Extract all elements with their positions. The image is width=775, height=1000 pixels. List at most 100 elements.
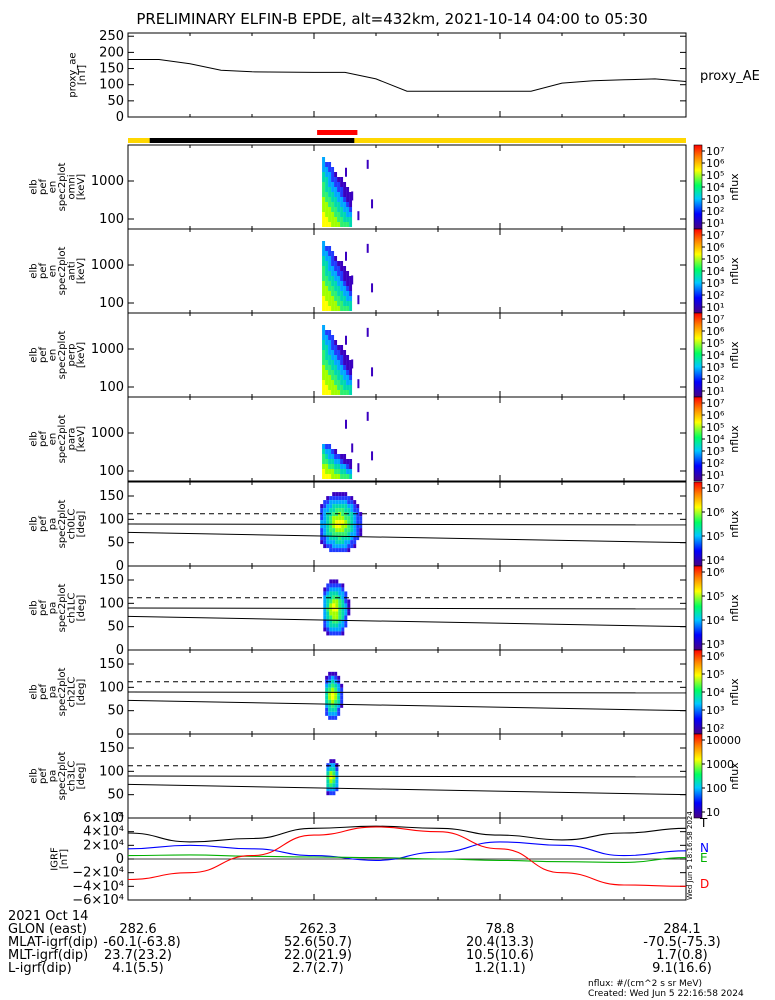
en-spec-3-blob-speckle-1 [351,443,354,453]
en-spec-1-blob-speckle-4 [371,283,374,293]
pa-spec-0-blob-cell [335,528,339,533]
pa-spec-0-blob-cell [341,516,345,521]
pa-spec-3-blob-cell [332,783,336,788]
pa-spec-0-blob-cell [347,500,351,505]
en-spec-0-blob [322,157,374,227]
en-spec-2-blob-cell [337,345,341,350]
en-spec-3-blob-cell [340,464,344,469]
grf-ticklabel-4: −2×10⁴ [72,866,124,881]
pa-spec-0-blob-cell [347,536,351,541]
en-spec-0-blob-cell [322,182,326,187]
pa-spec-1-blob-cell [326,631,330,636]
colorbar-4-ticklabel-0: 10⁷ [706,482,724,495]
pa-spec-0-blob-cell [335,536,339,541]
pa-spec-1-blob-cell [341,603,345,608]
pa-spec-2-blob-cell [331,699,335,704]
pa-spec-2-blob-cell [340,695,344,700]
pa-spec-1-blob-cell [326,587,330,592]
pa-spec-0-blob-cell [329,532,333,537]
en-spec-0-blob-cell [346,212,350,217]
en-spec-3-blob-cell [322,474,326,479]
en-spec-0-blob-cell [328,162,332,167]
pa-spec-0-blob-cell [335,496,339,501]
pa-spec-3-blob-cell [329,787,333,792]
en-spec-0-blob-cell [337,192,341,197]
pa-spec-0-ylabel-line-3: spec2plot [57,500,68,549]
pa-spec-1-blob-cell [329,623,333,628]
en-spec-0-blob-cell [328,222,332,227]
pa-spec-2-blob-cell [328,683,332,688]
pa-spec-0-blob-cell [344,516,348,521]
en-spec-2-blob-cell [331,335,335,340]
pa-spec-0-blob-cell [320,508,324,513]
en-spec-0-blob-cell [337,182,341,187]
pa-spec-0-blob-cell [320,532,324,537]
pa-spec-1-blob-cell [323,599,327,604]
pa-spec-0-blob-cell [335,548,339,553]
pa-spec-1-blob-cell [335,591,339,596]
pa-spec-0-blob-cell [344,504,348,509]
pa-spec-3-blob-cell [326,763,330,768]
pa-spec-2-ylabel-line-4: ch2LC [66,677,77,708]
en-spec-1-blob-cell [325,266,329,271]
pa-spec-0-blob-cell [320,540,324,545]
proxy-ae-ticklabel-0: 250 [99,29,124,44]
en-spec-1-blob-cell [331,306,335,311]
en-spec-2-blob-cell [340,365,344,370]
pa-spec-1-blob-cell [344,615,348,620]
en-spec-0-blob-speckle-4 [371,199,374,209]
en-spec-2-blob-cell [328,330,332,335]
en-spec-2-blob-cell [346,355,350,360]
pa-spec-1-blob-cell [341,615,345,620]
pa-spec-0-blob-cell [323,512,327,517]
en-spec-3-blob-cell [322,464,326,469]
pa-spec-0-blob-cell [341,540,345,545]
en-spec-2-blob-cell [325,385,329,390]
pa-spec-1-blob-cell [344,619,348,624]
en-spec-2-blob-cell [334,370,338,375]
en-spec-0-blob-cell [322,212,326,217]
en-spec-2-blob-cell [322,385,326,390]
pa-spec-0-blob-cell [320,536,324,541]
en-spec-0-blob-cell [328,202,332,207]
en-spec-0-blob-cell [328,187,332,192]
en-spec-1-blob-cell [328,251,332,256]
en-spec-1-blob-cell [325,271,329,276]
pa-spec-1-ylabel-line-1: pef [38,600,49,617]
pa-spec-1-blob-cell [329,615,333,620]
pa-spec-1-blob-cell [338,583,342,588]
pa-spec-1-ylabel-line-5: [deg] [76,595,87,622]
pa-spec-1-blob-cell [341,611,345,616]
en-spec-1-blob-cell [337,286,341,291]
en-spec-0-blob-cell [325,197,329,202]
pa-spec-0-blob-cell [335,524,339,529]
en-spec-0-blob-cell [331,212,335,217]
en-spec-2-blob-cell [340,360,344,365]
en-spec-2-blob-cell [340,375,344,380]
pa-spec-1-blob-cell [326,619,330,624]
ephem-val-2-2: 20.4(13.3) [466,935,534,950]
en-spec-0-blob-cell [325,217,329,222]
en-spec-2-blob-cell [322,365,326,370]
pa-spec-0-blob-cell [329,504,333,509]
en-spec-0-blob-cell [325,167,329,172]
en-spec-2-blob-cell [349,385,353,390]
en-spec-0-blob-cell [334,222,338,227]
proxy-ae-ticklabel-5: 0 [116,110,124,125]
pa-spec-1-blob-cell [344,623,348,628]
pa-spec-2-blob-cell [331,675,335,680]
en-spec-2-blob-cell [325,340,329,345]
en-spec-0-blob-cell [340,177,344,182]
en-spec-3-blob-cell [331,464,335,469]
pa-spec-0-blob-cell [332,516,336,521]
colorbar-0-label: nflux [728,173,741,201]
pa-spec-3-ylabel-line-2: pa [47,770,58,782]
en-spec-2-blob-cell [334,360,338,365]
en-spec-0-blob-cell [349,197,353,202]
en-spec-2-blob-cell [340,385,344,390]
colorbar-0-ticklabel-1: 10⁶ [706,157,725,170]
en-spec-1-blob-cell [328,306,332,311]
pa-spec-2-blob-cell [337,699,341,704]
en-spec-1-blob-cell [340,271,344,276]
